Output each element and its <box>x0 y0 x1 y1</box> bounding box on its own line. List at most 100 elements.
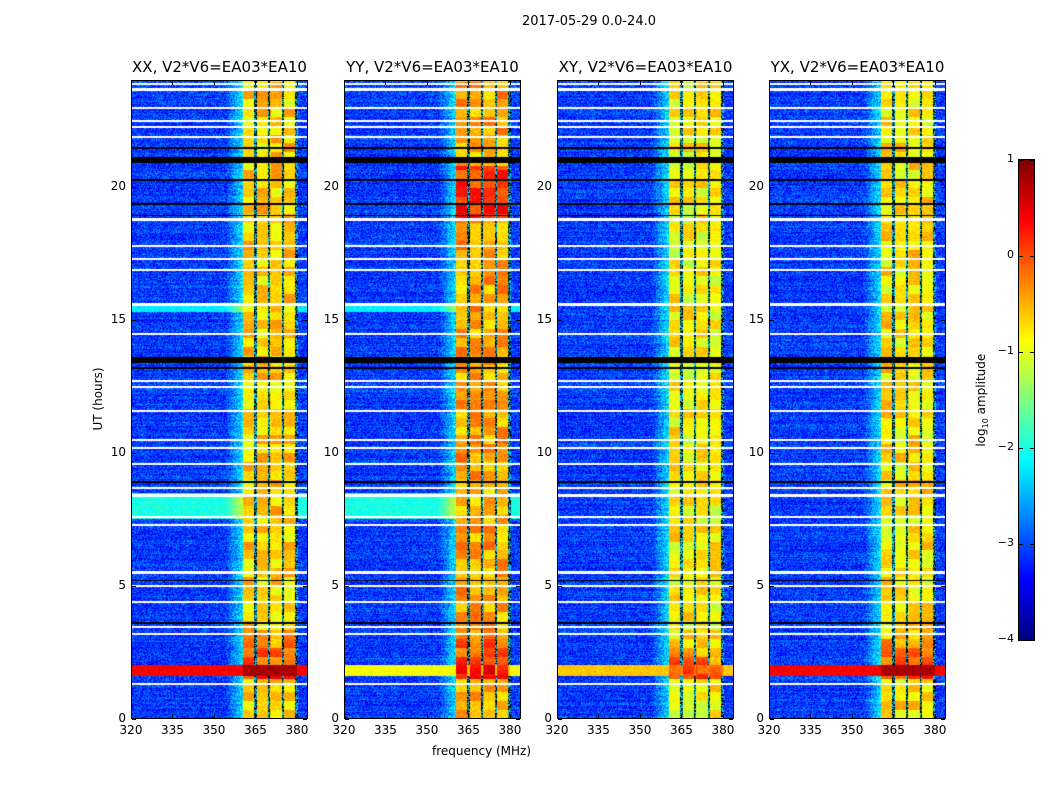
colorbar-tick-label: −1 <box>997 344 1014 357</box>
y-tick-label: 5 <box>118 577 126 592</box>
x-tick-mark <box>426 714 428 718</box>
panel-title: YX, V2*V6=EA03*EA10 <box>770 58 945 76</box>
y-tick-label: 0 <box>331 711 339 725</box>
colorbar-tick-label: −3 <box>997 536 1014 549</box>
x-tick-mark <box>851 714 853 718</box>
x-axis-label: frequency (MHz) <box>432 744 532 758</box>
colorbar-tick-mark <box>1019 544 1023 545</box>
colorbar-tick-label: −4 <box>997 632 1014 645</box>
x-tick-mark <box>810 81 812 85</box>
y-tick-mark <box>558 452 562 454</box>
y-tick-mark <box>303 452 307 454</box>
panel-axes-xx <box>131 80 308 719</box>
x-tick-mark <box>468 714 470 718</box>
x-tick-mark <box>769 81 770 85</box>
colorbar-label: log10 amplitude <box>974 350 990 450</box>
x-tick-label: 380 <box>923 723 947 737</box>
y-tick-label: 0 <box>118 711 126 725</box>
x-tick-label: 320 <box>757 723 781 737</box>
y-tick-mark <box>941 452 945 454</box>
y-tick-label: 15 <box>110 311 126 326</box>
x-tick-mark <box>172 714 174 718</box>
x-tick-mark <box>213 81 215 85</box>
y-tick-mark <box>345 319 349 321</box>
y-tick-mark <box>770 585 774 587</box>
y-tick-mark <box>729 585 733 587</box>
x-tick-mark <box>934 81 936 85</box>
colorbar-tick-label: 1 <box>1007 152 1014 165</box>
y-tick-mark <box>729 719 733 720</box>
x-tick-mark <box>468 81 470 85</box>
y-tick-mark <box>516 719 520 720</box>
x-tick-mark <box>893 714 895 718</box>
x-tick-mark <box>810 714 812 718</box>
y-tick-label: 5 <box>544 577 552 592</box>
x-tick-label: 350 <box>415 723 439 737</box>
spectrogram-heatmap <box>345 81 520 718</box>
y-tick-mark <box>729 452 733 454</box>
spectrogram-heatmap <box>558 81 733 718</box>
y-tick-mark <box>303 319 307 321</box>
y-tick-label: 5 <box>756 577 764 592</box>
colorbar-tick-mark <box>1030 160 1034 161</box>
colorbar-tick-mark <box>1030 448 1034 449</box>
spectrogram-heatmap <box>770 81 945 718</box>
x-tick-label: 350 <box>840 723 864 737</box>
y-tick-mark <box>303 585 307 587</box>
y-tick-mark <box>941 186 945 188</box>
y-tick-label: 10 <box>323 444 339 459</box>
colorbar-tick-mark <box>1030 544 1034 545</box>
x-tick-mark <box>934 714 936 718</box>
y-tick-mark <box>941 719 945 720</box>
y-axis-label: UT (hours) <box>91 367 105 431</box>
y-tick-mark <box>558 585 562 587</box>
x-tick-label: 380 <box>711 723 735 737</box>
x-tick-label: 320 <box>119 723 143 737</box>
colorbar-tick-mark <box>1030 256 1034 257</box>
y-tick-mark <box>345 452 349 454</box>
y-tick-mark <box>132 452 136 454</box>
x-tick-mark <box>131 714 132 718</box>
y-tick-mark <box>345 585 349 587</box>
x-tick-label: 365 <box>244 723 267 737</box>
x-tick-mark <box>296 81 298 85</box>
x-tick-mark <box>557 714 558 718</box>
y-tick-label: 5 <box>331 577 339 592</box>
x-tick-label: 365 <box>882 723 905 737</box>
x-tick-label: 380 <box>285 723 309 737</box>
figure-title: 2017-05-29 0.0-24.0 <box>522 14 656 29</box>
colorbar-tick-mark <box>1019 640 1023 641</box>
y-tick-label: 10 <box>748 444 764 459</box>
colorbar-label-suffix: amplitude <box>973 353 988 419</box>
colorbar-tick-mark <box>1019 160 1023 161</box>
y-tick-mark <box>516 452 520 454</box>
panel-axes-yx <box>769 80 946 719</box>
y-tick-mark <box>132 319 136 321</box>
spectrogram-heatmap <box>132 81 307 718</box>
x-tick-label: 365 <box>670 723 693 737</box>
x-tick-mark <box>385 81 387 85</box>
x-tick-mark <box>639 81 641 85</box>
y-tick-mark <box>303 186 307 188</box>
x-tick-mark <box>681 81 683 85</box>
y-tick-mark <box>132 585 136 587</box>
x-tick-mark <box>426 81 428 85</box>
x-tick-mark <box>344 81 345 85</box>
x-tick-mark <box>557 81 558 85</box>
colorbar-tick-mark <box>1019 448 1023 449</box>
x-tick-mark <box>255 81 257 85</box>
y-tick-mark <box>941 585 945 587</box>
x-tick-mark <box>344 714 345 718</box>
x-tick-mark <box>639 714 641 718</box>
y-tick-mark <box>516 319 520 321</box>
colorbar-gradient <box>1019 160 1034 640</box>
y-tick-mark <box>770 452 774 454</box>
colorbar-tick-mark <box>1030 640 1034 641</box>
x-tick-mark <box>851 81 853 85</box>
y-tick-mark <box>729 319 733 321</box>
x-tick-mark <box>296 714 298 718</box>
colorbar-tick-mark <box>1030 352 1034 353</box>
x-tick-label: 335 <box>374 723 397 737</box>
colorbar-tick-label: −2 <box>997 440 1014 453</box>
